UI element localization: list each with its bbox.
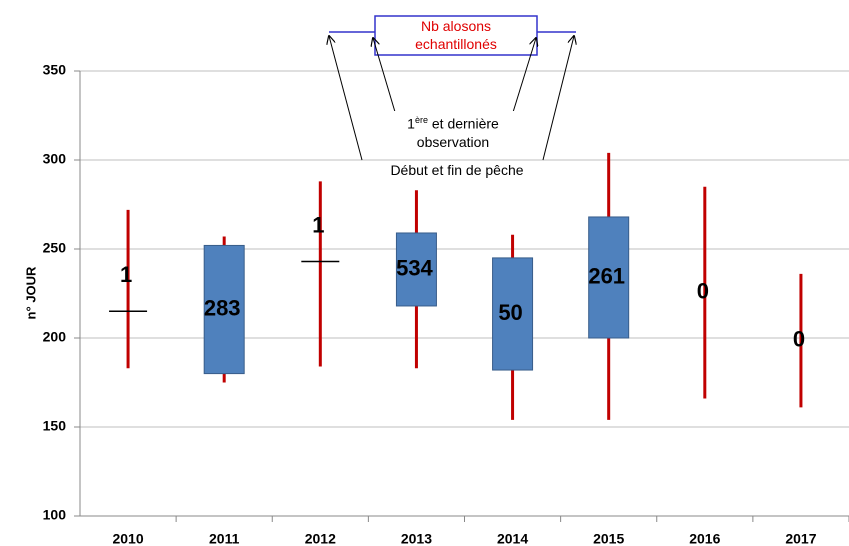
y-axis-label: n° JOUR <box>23 266 38 319</box>
observation-range <box>588 216 630 339</box>
arrow <box>329 36 363 161</box>
count-label: 50 <box>498 300 522 325</box>
x-tick-label: 2015 <box>593 531 624 546</box>
count-label: 261 <box>588 263 625 288</box>
count-label: 534 <box>396 255 433 280</box>
count-label: 1 <box>312 212 324 237</box>
x-tick-label: 2010 <box>112 531 143 546</box>
arrow <box>509 38 536 123</box>
y-tick-label: 150 <box>43 418 67 434</box>
note-text: et dernière observation <box>416 115 499 150</box>
y-tick-label: 300 <box>43 151 67 167</box>
y-tick-label: 350 <box>43 62 67 78</box>
x-tick-label: 2012 <box>305 531 336 546</box>
y-tick-label: 200 <box>43 329 67 345</box>
arrow <box>542 36 574 161</box>
count-label: 283 <box>204 295 241 320</box>
count-label: 1 <box>120 262 132 287</box>
note-sup: ère <box>414 115 428 125</box>
count-label: 0 <box>697 278 709 303</box>
fishing-note: Début et fin de pêche <box>362 161 552 179</box>
legend-label: Nb alosons echantillonés <box>415 18 497 52</box>
legend-box <box>374 15 538 56</box>
x-tick-label: 2011 <box>209 531 240 546</box>
observation-note: 1ère et dernière observation <box>378 111 528 151</box>
y-tick-label: 100 <box>43 507 67 523</box>
y-tick-label: 250 <box>43 240 67 256</box>
x-tick-label: 2013 <box>401 531 432 546</box>
x-tick-label: 2017 <box>785 531 816 546</box>
observation-range <box>203 244 245 375</box>
x-tick-label: 2016 <box>689 531 720 546</box>
count-label: 0 <box>793 326 805 351</box>
observation-range <box>395 232 437 307</box>
arrow <box>373 38 399 123</box>
note-number: 1 <box>407 115 415 132</box>
observation-range <box>492 257 534 371</box>
x-tick-label: 2014 <box>497 531 528 546</box>
